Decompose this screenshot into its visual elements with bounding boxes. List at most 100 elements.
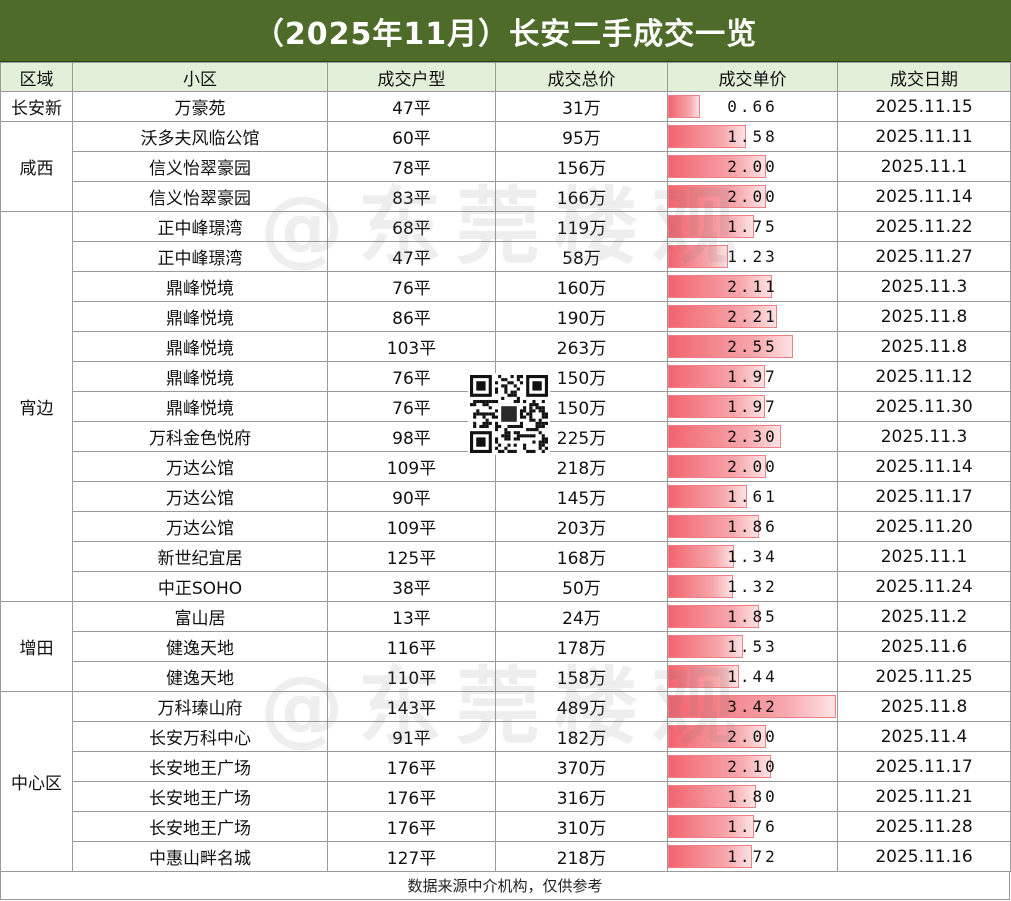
community-cell: 健逸天地: [72, 631, 328, 662]
unit-price-cell: 1.61: [667, 481, 838, 512]
table-body: 长安新 万豪苑 47平 31万 0.66 2025.11.15 咸西 沃多夫风临公馆 60平 95…: [0, 91, 1011, 872]
unit-price-bar: [668, 185, 766, 208]
unit-price-label: 1.86: [727, 516, 778, 536]
community-cell: 万达公馆: [72, 511, 328, 542]
unit-price-label: 1.97: [727, 366, 778, 386]
region-cell: 长安新: [0, 91, 73, 122]
size-cell: 110平: [327, 661, 496, 692]
size-cell: 38平: [327, 571, 496, 602]
total-price-cell: 218万: [495, 841, 668, 872]
unit-price-bar: [668, 125, 746, 148]
date-cell: 2025.11.4: [837, 721, 1011, 752]
date-cell: 2025.11.24: [837, 571, 1011, 602]
table-row: 中正SOHO 38平 50万 1.32 2025.11.24: [1, 571, 1011, 602]
date-cell: 2025.11.8: [837, 301, 1011, 332]
community-cell: 沃多夫风临公馆: [72, 121, 328, 152]
community-cell: 万达公馆: [72, 481, 328, 512]
community-cell: 长安地王广场: [72, 751, 328, 782]
community-cell: 万达公馆: [72, 451, 328, 482]
total-price-cell: 166万: [495, 181, 668, 212]
unit-price-bar: [668, 815, 754, 838]
total-price-cell: 160万: [495, 271, 668, 302]
unit-price-cell: 1.23: [667, 241, 838, 272]
unit-price-cell: 1.58: [667, 121, 838, 152]
table-row: 长安地王广场 176平 370万 2.10 2025.11.17: [1, 751, 1011, 782]
column-header-row: 区域 小区 成交户型 成交总价 成交单价 成交日期: [0, 62, 1011, 92]
unit-price-cell: 2.00: [667, 721, 838, 752]
total-price-cell: 24万: [495, 601, 668, 632]
unit-price-bar: [668, 155, 766, 178]
footer-note: 数据来源中介机构，仅供参考: [0, 871, 1010, 900]
unit-price-label: 1.53: [727, 636, 778, 656]
unit-price-bar: [668, 485, 747, 508]
community-cell: 鼎峰悦境: [72, 301, 328, 332]
total-price-cell: 316万: [495, 781, 668, 812]
community-cell: 长安地王广场: [72, 781, 328, 812]
unit-price-cell: 1.76: [667, 811, 838, 842]
table-row: 鼎峰悦境 86平 190万 2.21 2025.11.8: [1, 301, 1011, 332]
total-price-cell: 158万: [495, 661, 668, 692]
unit-price-label: 1.58: [727, 126, 778, 146]
region-cell: 咸西: [0, 121, 73, 212]
unit-price-cell: 1.97: [667, 391, 838, 422]
community-cell: 正中峰璟湾: [72, 241, 328, 272]
unit-price-label: 1.75: [727, 216, 778, 236]
table-row: 新世纪宜居 125平 168万 1.34 2025.11.1: [1, 541, 1011, 572]
unit-price-bar: [668, 365, 765, 388]
table-row: 中心区 万科瑧山府 143平 489万 3.42 2025.11.8: [0, 691, 1011, 872]
size-cell: 60平: [327, 121, 496, 152]
total-price-cell: 310万: [495, 811, 668, 842]
size-cell: 109平: [327, 511, 496, 542]
size-cell: 13平: [327, 601, 496, 632]
table-row: 万达公馆 90平 145万 1.61 2025.11.17: [1, 481, 1011, 512]
community-cell: 鼎峰悦境: [72, 331, 328, 362]
community-cell: 鼎峰悦境: [72, 271, 328, 302]
unit-price-label: 1.61: [727, 486, 778, 506]
unit-price-label: 2.00: [727, 186, 778, 206]
unit-price-bar: [668, 425, 781, 448]
unit-price-label: 1.85: [727, 606, 778, 626]
date-cell: 2025.11.2: [837, 601, 1011, 632]
total-price-cell: 31万: [495, 91, 668, 122]
size-cell: 76平: [327, 271, 496, 302]
unit-price-bar: [668, 635, 743, 658]
unit-price-label: 1.76: [727, 816, 778, 836]
unit-price-label: 0.66: [727, 96, 778, 116]
community-cell: 信义怡翠豪园: [72, 151, 328, 182]
unit-price-cell: 1.97: [667, 361, 838, 392]
community-cell: 万科金色悦府: [72, 421, 328, 452]
unit-price-bar: [668, 605, 759, 628]
column-header-size: 成交户型: [327, 62, 496, 92]
size-cell: 47平: [327, 241, 496, 272]
unit-price-bar: [668, 755, 771, 778]
unit-price-label: 2.00: [727, 456, 778, 476]
size-cell: 68平: [327, 211, 496, 242]
table-row: 正中峰璟湾 47平 58万 1.23 2025.11.27: [1, 241, 1011, 272]
unit-price-label: 1.72: [727, 846, 778, 866]
unit-price-label: 1.34: [727, 546, 778, 566]
size-cell: 76平: [327, 391, 496, 422]
unit-price-bar: [668, 95, 700, 118]
table-row: 健逸天地 116平 178万 1.53 2025.11.6: [1, 631, 1011, 662]
unit-price-cell: 2.21: [667, 301, 838, 332]
date-cell: 2025.11.8: [837, 691, 1011, 722]
column-header-unit-price: 成交单价: [667, 62, 838, 92]
total-price-cell: 178万: [495, 631, 668, 662]
size-cell: 116平: [327, 631, 496, 662]
qr-code-icon: [468, 373, 550, 455]
unit-price-label: 1.32: [727, 576, 778, 596]
total-price-cell: 218万: [495, 451, 668, 482]
table-row: 咸西 沃多夫风临公馆 60平 95万 1.58 2025.11.11: [0, 121, 1011, 212]
unit-price-cell: 1.80: [667, 781, 838, 812]
size-cell: 176平: [327, 751, 496, 782]
unit-price-cell: 2.00: [667, 451, 838, 482]
date-cell: 2025.11.27: [837, 241, 1011, 272]
unit-price-bar: [668, 665, 739, 688]
size-cell: 98平: [327, 421, 496, 452]
unit-price-cell: 1.75: [667, 211, 838, 242]
unit-price-bar: [668, 215, 754, 238]
unit-price-cell: 2.00: [667, 151, 838, 182]
unit-price-cell: 2.00: [667, 181, 838, 212]
community-cell: 鼎峰悦境: [72, 391, 328, 422]
unit-price-cell: 2.55: [667, 331, 838, 362]
